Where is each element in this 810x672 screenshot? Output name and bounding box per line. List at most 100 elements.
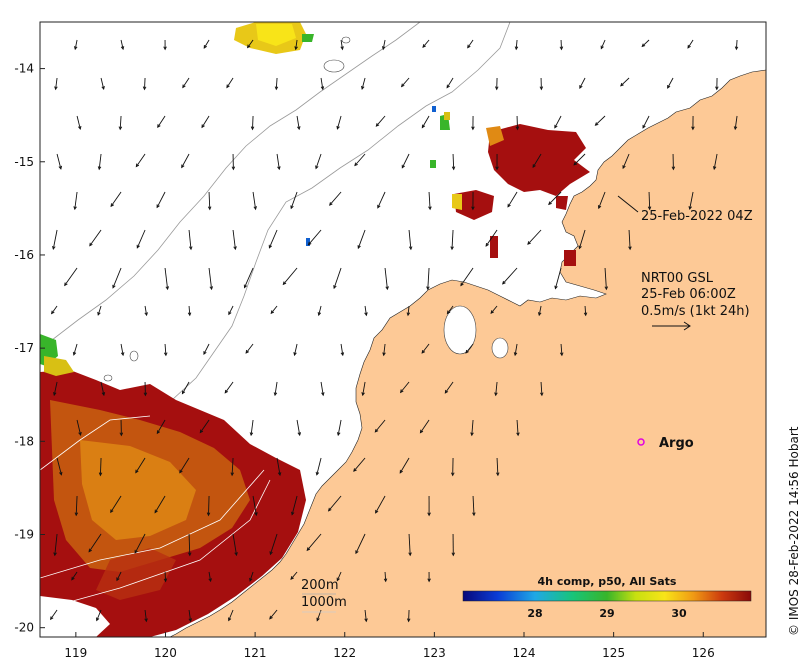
current-arrowhead bbox=[494, 86, 499, 91]
current-arrow bbox=[421, 343, 430, 354]
current-arrowhead bbox=[399, 389, 404, 394]
plot-frame bbox=[39, 21, 767, 638]
x-tick-label: 121 bbox=[244, 646, 267, 660]
current-arrow bbox=[224, 381, 234, 394]
current-arrow bbox=[422, 39, 430, 48]
current-arrowhead bbox=[451, 166, 456, 171]
current-arrowhead bbox=[377, 204, 381, 209]
x-tick-label: 120 bbox=[154, 646, 177, 660]
current-arrow bbox=[112, 267, 122, 288]
current-arrowhead bbox=[52, 245, 56, 250]
current-arrow bbox=[548, 191, 562, 205]
current-arrowhead bbox=[688, 206, 692, 210]
current-arrowhead bbox=[119, 432, 124, 437]
current-arrow bbox=[452, 153, 455, 170]
current-arrowhead bbox=[604, 286, 609, 291]
current-arrowhead bbox=[297, 432, 302, 437]
current-arrow bbox=[296, 115, 300, 130]
current-arrow bbox=[471, 419, 474, 436]
current-arrowhead bbox=[59, 471, 63, 476]
y-tick-label: -14 bbox=[14, 62, 34, 76]
current-arrow bbox=[642, 115, 650, 129]
current-arrow bbox=[53, 381, 58, 396]
y-tick-label: -15 bbox=[14, 155, 34, 169]
current-arrow bbox=[315, 153, 322, 169]
current-arrowhead bbox=[234, 552, 238, 557]
current-arrowhead bbox=[274, 86, 279, 91]
current-arrowhead bbox=[228, 617, 232, 622]
current-arrowhead bbox=[336, 432, 341, 437]
current-arrow bbox=[135, 457, 146, 473]
current-arrow bbox=[276, 457, 281, 476]
current-arrowhead bbox=[73, 206, 77, 211]
colorbar-tick-label: 29 bbox=[599, 607, 614, 620]
current-arrow bbox=[320, 77, 324, 90]
current-arrow bbox=[490, 305, 498, 314]
current-arrowhead bbox=[165, 286, 170, 291]
current-arrow bbox=[687, 39, 694, 49]
current-arrow bbox=[600, 39, 606, 49]
current-arrowhead bbox=[507, 203, 511, 208]
current-arrowhead bbox=[249, 432, 254, 437]
current-arrowhead bbox=[98, 472, 103, 477]
current-arrowhead bbox=[444, 389, 449, 394]
current-arrow bbox=[164, 267, 169, 290]
current-arrow bbox=[144, 77, 146, 90]
current-arrow bbox=[375, 495, 386, 514]
argo-label: Argo bbox=[659, 436, 694, 451]
current-arrowhead bbox=[230, 472, 234, 477]
current-arrow bbox=[156, 191, 166, 208]
current-arrow bbox=[182, 381, 190, 394]
current-arrowhead bbox=[291, 511, 295, 516]
current-arrowhead bbox=[712, 166, 717, 171]
current-arrow bbox=[52, 229, 58, 250]
current-arrowhead bbox=[294, 46, 298, 51]
current-arrow bbox=[100, 77, 105, 90]
colorbar-tick-label: 28 bbox=[527, 607, 542, 620]
current-arrow bbox=[401, 77, 410, 87]
y-axis: -14 -15 -16 -17 -18 -19 -20 bbox=[14, 62, 45, 635]
current-arrowhead bbox=[642, 124, 646, 129]
current-arrowhead bbox=[514, 46, 519, 51]
argo-marker bbox=[637, 438, 645, 446]
current-arrow bbox=[374, 419, 386, 433]
current-arrow bbox=[362, 381, 366, 396]
current-arrow bbox=[270, 305, 278, 314]
current-arrow bbox=[116, 571, 122, 581]
current-arrowhead bbox=[471, 206, 475, 211]
current-arrowhead bbox=[734, 46, 739, 51]
current-arrowhead bbox=[446, 310, 451, 315]
current-arrowhead bbox=[53, 392, 57, 397]
current-arrowhead bbox=[247, 44, 251, 49]
current-arrow bbox=[64, 267, 78, 286]
current-arrowhead bbox=[374, 428, 379, 433]
current-arrow bbox=[648, 191, 651, 210]
current-arrowhead bbox=[320, 86, 325, 91]
current-arrowhead bbox=[209, 286, 214, 291]
current-arrow bbox=[76, 419, 82, 436]
current-arrow bbox=[250, 419, 254, 436]
current-arrowhead bbox=[297, 126, 301, 131]
current-arrowhead bbox=[628, 246, 632, 251]
current-arrowhead bbox=[163, 46, 167, 51]
current-arrowhead bbox=[733, 126, 738, 131]
current-arrow bbox=[354, 153, 366, 166]
current-arrow bbox=[713, 153, 718, 170]
current-arrow bbox=[460, 267, 474, 286]
current-arrow bbox=[97, 305, 102, 316]
contour-1000-label: 1000m bbox=[301, 595, 347, 610]
current-arrowhead bbox=[597, 205, 602, 210]
current-arrowhead bbox=[329, 202, 333, 206]
current-arrow bbox=[199, 419, 210, 433]
current-arrowhead bbox=[516, 432, 520, 437]
colorbar: 4h comp, p50, All Sats 28 29 30 bbox=[462, 575, 752, 620]
current-arrow bbox=[357, 229, 366, 249]
current-arrowhead bbox=[336, 577, 340, 582]
current-arrow bbox=[208, 571, 212, 582]
current-arrowhead bbox=[112, 284, 116, 289]
current-arrowhead bbox=[253, 206, 257, 211]
current-arrowhead bbox=[421, 124, 426, 129]
current-arrowhead bbox=[559, 352, 564, 357]
current-arrow bbox=[100, 381, 105, 396]
current-arrow bbox=[628, 229, 631, 250]
